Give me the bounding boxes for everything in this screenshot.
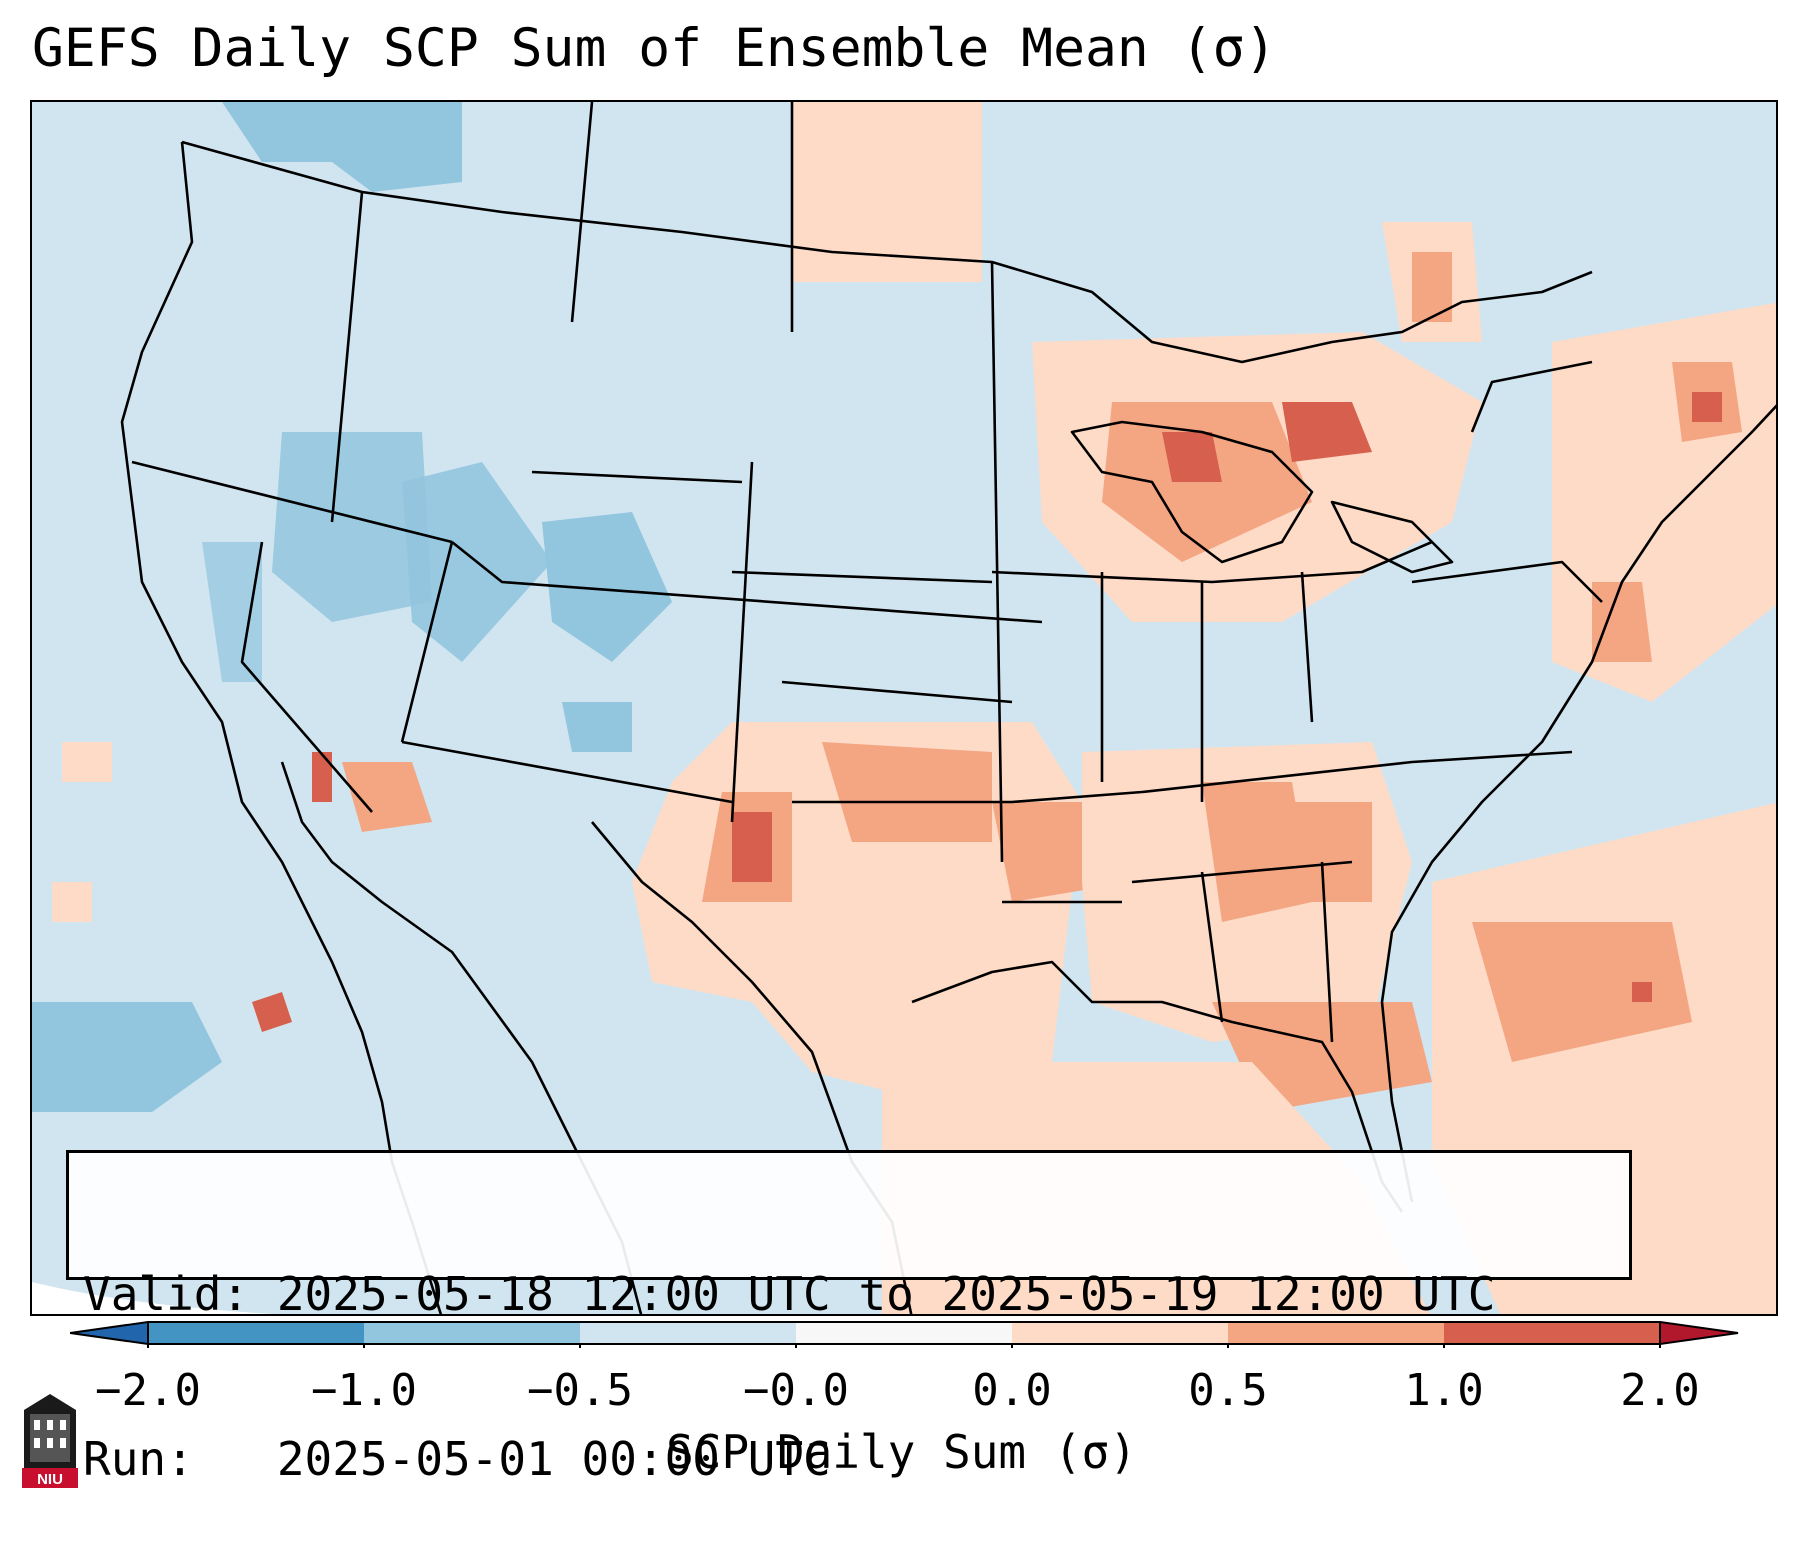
- colorbar-tick-label: −1.0: [311, 1365, 417, 1416]
- colorbar-extend-high: [1659, 1320, 1739, 1346]
- valid-time-text: Valid: 2025-05-18 12:00 UTC to 2025-05-1…: [83, 1267, 1496, 1321]
- colorbar-extend-low: [70, 1320, 149, 1346]
- validity-info-box: Valid: 2025-05-18 12:00 UTC to 2025-05-1…: [66, 1150, 1632, 1486]
- map-canvas: [32, 102, 1776, 1314]
- colorbar-seg-2: [364, 1322, 580, 1344]
- projection-edge: [32, 1282, 273, 1314]
- colorbar-tick-label: −0.0: [743, 1365, 849, 1416]
- colorbar-tick-label: 2.0: [1620, 1365, 1700, 1416]
- colorbar: [70, 1320, 1739, 1348]
- map-panel: [30, 100, 1778, 1316]
- colorbar-tick-label: 1.0: [1404, 1365, 1484, 1416]
- colorbar-seg-1: [148, 1322, 364, 1344]
- colorbar-seg-5: [1012, 1322, 1228, 1344]
- colorbar-tick-marks: [147, 1344, 1661, 1348]
- page-title: GEFS Daily SCP Sum of Ensemble Mean (σ): [32, 18, 1277, 79]
- colorbar-label: SCP Daily Sum (σ): [666, 1425, 1137, 1479]
- university-logo: NIU: [22, 1394, 78, 1488]
- boundary-lines: [120, 102, 1776, 1314]
- colorbar-seg-7: [1444, 1322, 1660, 1344]
- colorbar-tick-label: 0.0: [972, 1365, 1052, 1416]
- colorbar-seg-3: [580, 1322, 796, 1344]
- colorbar-tick-label: −0.5: [527, 1365, 633, 1416]
- logo-text: NIU: [37, 1471, 63, 1488]
- run-time-text: Run: 2025-05-01 00:00 UTC: [83, 1432, 831, 1486]
- colorbar-tick-label: 0.5: [1188, 1365, 1268, 1416]
- colorbar-tick-label: −2.0: [95, 1365, 201, 1416]
- colorbar-seg-4: [796, 1322, 1012, 1344]
- colorbar-seg-6: [1228, 1322, 1444, 1344]
